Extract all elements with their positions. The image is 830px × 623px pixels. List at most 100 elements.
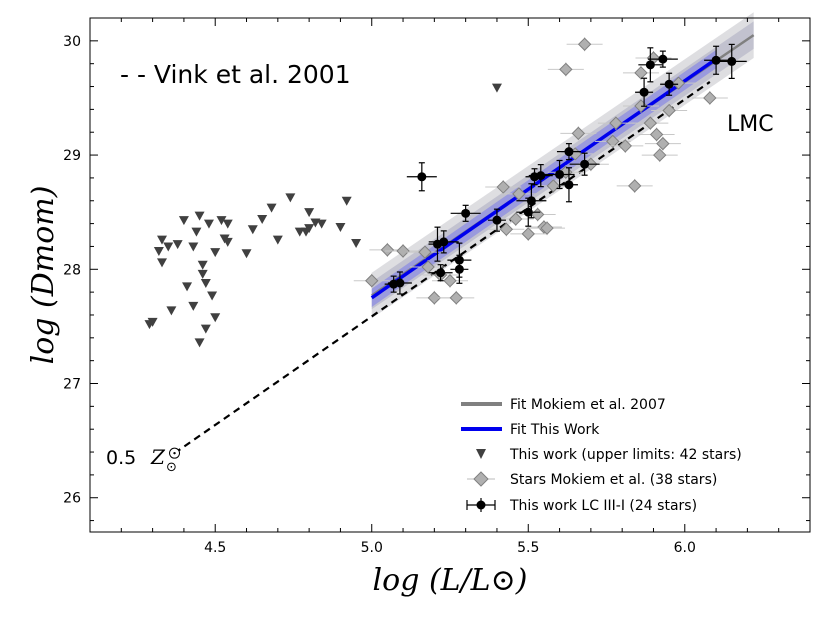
lc-star-point bbox=[556, 143, 581, 161]
lc-star-point bbox=[428, 230, 459, 254]
legend: Fit Mokiem et al. 2007 Fit This Work Thi… bbox=[461, 397, 742, 514]
mokiem-star-point bbox=[644, 136, 681, 151]
half-z-annotation: 0.5 Z ⊙ bbox=[106, 445, 177, 475]
upper-limit-point bbox=[272, 235, 283, 245]
z-symbol: Z bbox=[150, 445, 166, 469]
upper-limit-point bbox=[222, 237, 233, 247]
upper-limit-point bbox=[166, 306, 177, 316]
upper-limit-point bbox=[182, 282, 193, 292]
mokiem-star-point bbox=[622, 98, 659, 113]
upper-limit-point bbox=[210, 248, 221, 258]
lc-star-point bbox=[647, 50, 678, 68]
mokiem-star-point bbox=[638, 127, 675, 142]
mokiem-star-point bbox=[622, 65, 659, 80]
mokiem-star-point bbox=[438, 290, 475, 305]
lc-star-point bbox=[528, 164, 553, 188]
upper-limit-point bbox=[153, 247, 164, 257]
upper-limit-point bbox=[222, 219, 233, 229]
upper-limit-point bbox=[294, 227, 305, 237]
vink-dashed-line bbox=[173, 81, 711, 455]
upper-limit-point bbox=[285, 193, 296, 203]
upper-limit-point bbox=[247, 225, 258, 235]
upper-limit-point bbox=[491, 83, 502, 93]
legend-swatch-lc-stars bbox=[466, 498, 496, 512]
legend-label-fit-mokiem: Fit Mokiem et al. 2007 bbox=[510, 397, 666, 413]
legend-swatch-upper-limits bbox=[476, 449, 486, 459]
upper-limit-point bbox=[210, 313, 221, 323]
upper-limit-point bbox=[197, 269, 208, 279]
mokiem-star-point bbox=[632, 116, 669, 131]
lc-star-point bbox=[387, 271, 412, 295]
lc-star-point bbox=[635, 77, 654, 107]
upper-limit-point bbox=[194, 211, 205, 221]
lc-star-point bbox=[487, 208, 506, 232]
lc-star-point bbox=[660, 72, 679, 96]
vink-sun-dot bbox=[173, 451, 176, 455]
lc-star-point bbox=[428, 264, 453, 282]
x-tick-label: 5.0 bbox=[361, 540, 383, 556]
x-tick-label: 4.5 bbox=[204, 540, 226, 556]
lc-star-point bbox=[516, 183, 547, 219]
mokiem-star-point bbox=[607, 138, 644, 153]
lc-star-point bbox=[569, 152, 600, 176]
x-tick-label: 6.0 bbox=[674, 540, 696, 556]
mokiem-star-point bbox=[353, 273, 390, 288]
legend-label-upper-limits: This work (upper limits: 42 stars) bbox=[509, 447, 742, 463]
lc-star-point bbox=[638, 47, 663, 83]
mokiem-star-point bbox=[560, 126, 597, 141]
vink-annotation: - - Vink et al. 2001 bbox=[120, 60, 351, 89]
upper-limit-point bbox=[257, 215, 268, 225]
data-points bbox=[144, 37, 747, 348]
upper-limit-point bbox=[335, 223, 346, 233]
upper-limit-point bbox=[216, 216, 227, 226]
lc-star-point bbox=[447, 242, 472, 278]
upper-limit-point bbox=[188, 242, 199, 252]
upper-limit-point bbox=[304, 224, 315, 234]
x-axis-label: log (L/L⊙) bbox=[373, 563, 528, 598]
half-z-value: 0.5 bbox=[106, 447, 136, 469]
upper-limit-point bbox=[341, 196, 352, 206]
lc-star-point bbox=[704, 45, 729, 75]
mokiem-star-point bbox=[566, 37, 603, 52]
upper-limit-point bbox=[304, 208, 315, 218]
upper-limit-point bbox=[178, 216, 189, 226]
y-tick-label: 30 bbox=[63, 34, 81, 50]
upper-limit-point bbox=[194, 338, 205, 348]
plot-frame bbox=[89, 17, 811, 533]
upper-limit-point bbox=[266, 203, 277, 213]
upper-limit-point bbox=[241, 249, 252, 259]
y-tick-label: 27 bbox=[63, 377, 81, 393]
upper-limit-point bbox=[172, 240, 183, 250]
legend-label-fit-this-work: Fit This Work bbox=[510, 422, 600, 438]
mokiem-star-point bbox=[510, 226, 547, 241]
upper-limit-point bbox=[157, 235, 167, 245]
lmc-annotation: LMC bbox=[727, 112, 774, 137]
mokiem-star-point bbox=[641, 148, 678, 163]
upper-limit-point bbox=[197, 260, 208, 270]
mokiem-star-point bbox=[500, 186, 537, 201]
mokiem-star-point bbox=[385, 244, 422, 259]
upper-limit-point bbox=[200, 278, 211, 288]
upper-limit-point bbox=[203, 219, 214, 229]
lc-star-point bbox=[406, 162, 437, 192]
upper-limit-point bbox=[207, 291, 218, 301]
axis-ticks: 4.5 5.0 5.5 6.0 26 27 28 29 30 bbox=[63, 17, 811, 556]
upper-limit-point bbox=[188, 301, 199, 311]
legend-swatch-mokiem-stars bbox=[467, 471, 495, 487]
upper-limit-point bbox=[200, 324, 211, 334]
y-tick-label: 28 bbox=[63, 262, 81, 278]
upper-limit-point bbox=[191, 227, 202, 237]
legend-label-mokiem-stars: Stars Mokiem et al. (38 stars) bbox=[510, 472, 717, 488]
lc-star-point bbox=[544, 159, 575, 190]
mokiem-star-point bbox=[597, 116, 634, 131]
mokiem-star-point bbox=[529, 221, 566, 236]
mokiem-star-point bbox=[616, 178, 653, 193]
mokiem-star-point bbox=[485, 180, 522, 195]
y-tick-label: 26 bbox=[63, 491, 81, 507]
upper-limit-point bbox=[157, 258, 167, 268]
lc-star-point bbox=[559, 167, 578, 203]
mokiem-star-point bbox=[691, 90, 728, 105]
mokiem-star-point bbox=[547, 62, 584, 77]
legend-label-lc-stars: This work LC III-I (24 stars) bbox=[509, 498, 697, 514]
